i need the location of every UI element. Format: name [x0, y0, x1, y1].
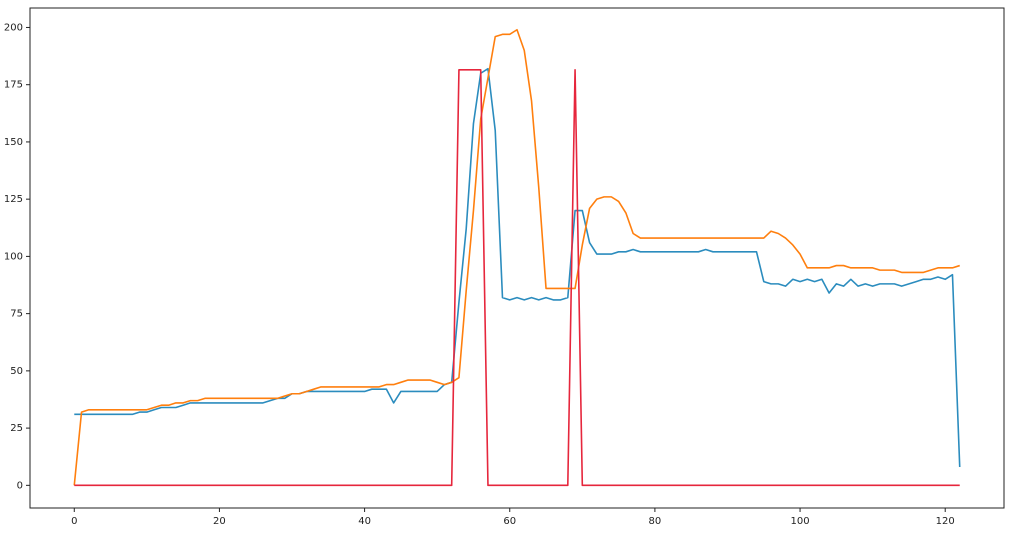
x-tick-label: 120 — [936, 516, 955, 527]
y-tick-label: 25 — [10, 423, 23, 434]
x-tick-label: 20 — [213, 516, 226, 527]
y-tick-label: 150 — [4, 137, 23, 148]
x-tick-label: 100 — [791, 516, 810, 527]
y-tick-label: 100 — [4, 251, 23, 262]
x-tick-label: 0 — [71, 516, 77, 527]
line-series — [74, 69, 960, 487]
x-tick-label: 80 — [649, 516, 662, 527]
y-tick-label: 75 — [10, 309, 23, 320]
y-tick-label: 175 — [4, 80, 23, 91]
y-tick-label: 0 — [17, 480, 23, 491]
y-tick-label: 200 — [4, 22, 23, 33]
y-tick-label: 125 — [4, 194, 23, 205]
plot-frame — [29, 7, 1005, 509]
line-series — [74, 67, 961, 468]
y-tick-label: 50 — [10, 366, 23, 377]
x-tick-label: 60 — [503, 516, 516, 527]
line-series — [73, 28, 960, 486]
x-tick-label: 40 — [358, 516, 371, 527]
